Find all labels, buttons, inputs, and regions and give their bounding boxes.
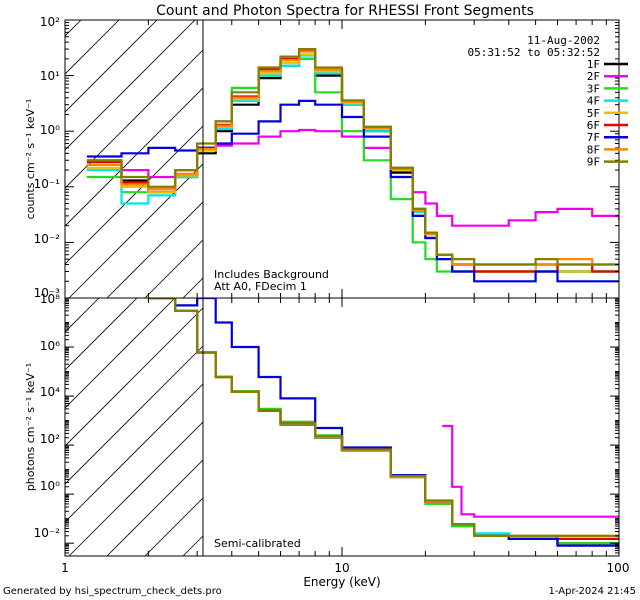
y-tick-label: 10⁻³ — [34, 286, 61, 300]
series-group-top — [86, 48, 619, 283]
axis-ticks — [64, 19, 620, 557]
hatch-line — [65, 298, 214, 447]
hatch-line — [65, 20, 234, 189]
hatch-line — [0, 298, 23, 556]
series-line-9f-photons — [148, 298, 619, 537]
y-tick-label: 10⁻¹ — [34, 177, 61, 191]
date-label: 11-Aug-2002 — [527, 34, 600, 47]
hatch-region-top — [65, 20, 619, 298]
y-tick-label: 10² — [40, 432, 60, 446]
hatch-line — [65, 20, 120, 75]
y-tick-label: 10⁰ — [40, 479, 60, 493]
legend-label: 8F — [587, 143, 600, 156]
x-tick-labels: 1 10 100 — [61, 561, 629, 575]
y-tick-labels-top: 10² 10¹ 10⁰ 10⁻¹ 10⁻² 10⁻³ — [34, 15, 61, 300]
series-group-bottom — [148, 298, 619, 549]
y-tick-labels-bottom: 10⁸ 10⁶ 10⁴ 10² 10⁰ 10⁻² — [34, 292, 61, 540]
chart-title: Count and Photon Spectra for RHESSI Fron… — [156, 3, 534, 19]
hatch-line — [65, 20, 158, 113]
hatch-mask — [203, 20, 619, 298]
series-line-9f-counts — [86, 48, 619, 266]
legend-label: 1F — [587, 58, 600, 71]
hatch-line — [65, 20, 196, 151]
y-tick-label: 10⁸ — [40, 292, 60, 306]
hatch-line — [65, 298, 176, 409]
footer-generator: Generated by hsi_spectrum_check_dets.pro — [3, 586, 222, 597]
y-axis-label-bottom: photons cm⁻² s⁻¹ keV⁻¹ — [24, 363, 37, 491]
series-line-2f-photons — [442, 424, 619, 518]
annotation-semi-calibrated: Semi-calibrated — [214, 537, 301, 550]
legend-label: 2F — [587, 70, 600, 83]
y-tick-label: 10² — [40, 15, 60, 29]
y-tick-label: 10⁻² — [34, 232, 61, 246]
x-tick-label: 10 — [334, 561, 349, 575]
x-tick-label: 100 — [607, 561, 630, 575]
y-tick-label: 10⁴ — [40, 385, 60, 399]
y-tick-label: 10¹ — [40, 69, 60, 83]
legend-label: 9F — [587, 156, 600, 169]
hatch-region-bottom — [0, 298, 619, 556]
hatch-line — [65, 20, 82, 37]
x-tick-label: 1 — [61, 561, 69, 575]
annotation-background: Includes Background — [214, 268, 329, 281]
annotation-attenuator: Att A0, FDecim 1 — [214, 280, 307, 293]
hatch-mask — [203, 298, 619, 556]
hatch-line — [65, 298, 138, 371]
legend-label: 5F — [587, 107, 600, 120]
time-range-label: 05:31:52 to 05:32:52 — [468, 46, 600, 59]
footer-timestamp: 1-Apr-2024 21:45 — [549, 586, 636, 597]
y-tick-label: 10⁰ — [40, 123, 60, 137]
legend-label: 7F — [587, 131, 600, 144]
legend-label: 4F — [587, 95, 600, 108]
y-tick-label: 10⁻² — [34, 526, 61, 540]
y-tick-label: 10⁶ — [40, 339, 60, 353]
y-axis-label-top: counts cm⁻² s⁻¹ keV⁻¹ — [24, 99, 37, 220]
x-axis-label: Energy (keV) — [303, 575, 380, 589]
legend-label: 3F — [587, 82, 600, 95]
legend-label: 6F — [587, 119, 600, 132]
